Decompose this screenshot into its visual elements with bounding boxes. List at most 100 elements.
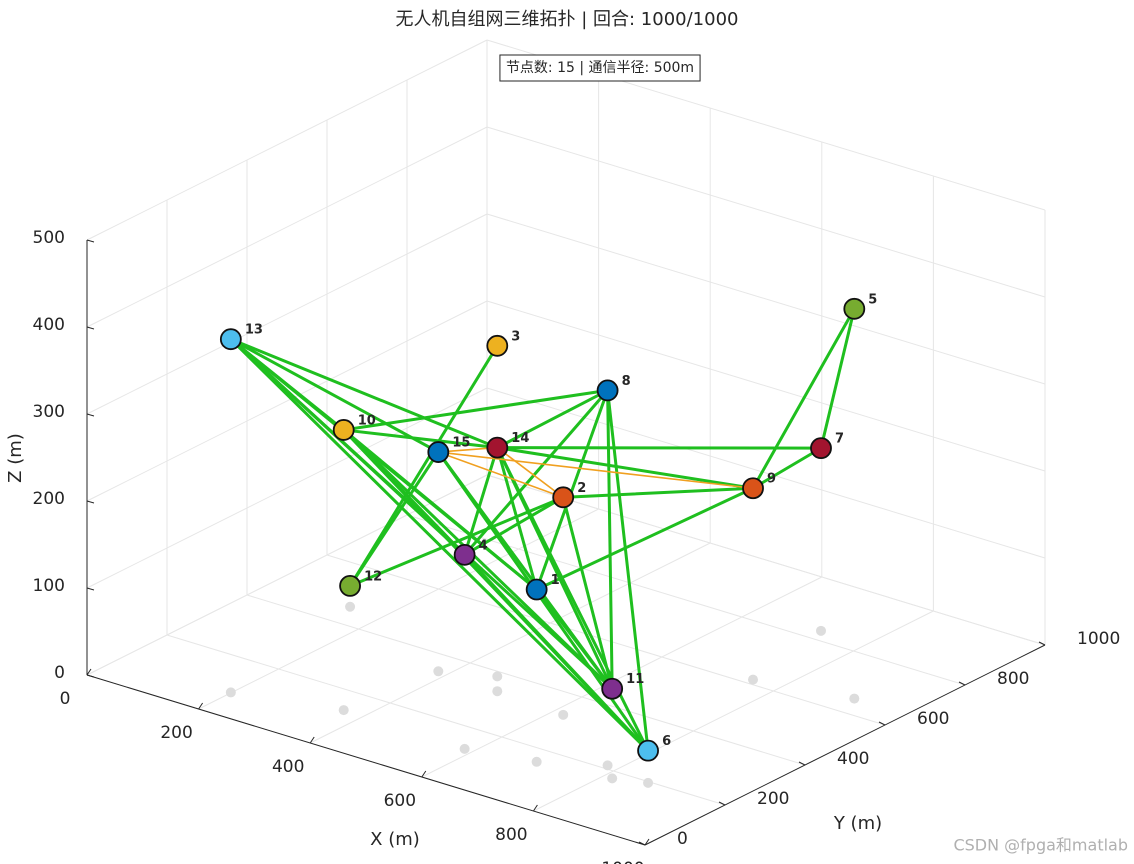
- link: [535, 486, 755, 592]
- node-label: 1: [551, 573, 560, 588]
- node-label: 9: [767, 472, 776, 487]
- grid-line: [86, 387, 488, 589]
- node-label: 12: [364, 569, 382, 584]
- grid-line: [486, 126, 1046, 298]
- node: [525, 578, 548, 601]
- node: [843, 297, 866, 320]
- y-tick: [1038, 641, 1046, 646]
- x-axis-label: X (m): [370, 829, 420, 850]
- link: [819, 307, 856, 450]
- chart-title: 无人机自组网三维拓扑 | 回合: 1000/1000: [396, 9, 739, 30]
- node-shadow: [531, 756, 542, 767]
- link: [342, 428, 539, 592]
- link: [495, 446, 539, 592]
- node: [453, 543, 476, 566]
- node-label: 7: [835, 432, 844, 447]
- link: [495, 446, 823, 450]
- x-tick-label: 400: [272, 757, 304, 777]
- grid-line: [86, 213, 488, 415]
- grid-line: [406, 514, 966, 686]
- node: [332, 419, 355, 441]
- z-tick: [86, 587, 95, 591]
- z-tick: [86, 326, 95, 330]
- node: [486, 334, 509, 357]
- x-tick: [309, 736, 315, 744]
- link: [751, 446, 823, 490]
- link: [229, 337, 440, 454]
- grid-line: [486, 387, 1046, 559]
- node: [219, 328, 242, 351]
- link: [342, 428, 467, 557]
- node: [552, 486, 575, 509]
- node-shadow: [607, 773, 618, 784]
- link: [495, 446, 650, 753]
- x-axis-line: [86, 674, 646, 846]
- node-shadow: [816, 625, 827, 636]
- link: [229, 337, 650, 753]
- link: [342, 388, 610, 432]
- node-label: 5: [868, 292, 877, 307]
- z-tick-label: 400: [33, 315, 65, 335]
- grid-line: [533, 610, 934, 812]
- watermark: CSDN @fpga和matlab: [953, 836, 1128, 855]
- grid-line: [486, 213, 1046, 385]
- node: [339, 574, 361, 597]
- z-tick-label: 100: [33, 576, 65, 596]
- node-shadow: [558, 709, 569, 720]
- link: [342, 428, 499, 450]
- node-shadow: [225, 687, 236, 698]
- annotation: 节点数: 15 | 通信半径: 500m: [506, 60, 694, 76]
- link: [463, 495, 565, 557]
- link: [229, 337, 467, 557]
- node-label: 10: [358, 413, 376, 428]
- grid-line: [486, 474, 1046, 646]
- z-tick: [86, 413, 95, 417]
- node-label: 11: [626, 672, 644, 687]
- y-tick: [798, 761, 806, 766]
- node-label: 6: [662, 734, 671, 749]
- node-shadow: [492, 671, 503, 682]
- link: [463, 553, 650, 753]
- node-label: 3: [511, 329, 520, 344]
- grid-line: [166, 634, 726, 806]
- node-label: 8: [622, 374, 631, 389]
- z-tick: [86, 239, 95, 243]
- node-label: 15: [452, 436, 470, 451]
- y-tick-label: 400: [837, 749, 869, 769]
- y-axis-line: [644, 644, 1046, 846]
- link: [437, 451, 565, 499]
- link: [606, 388, 650, 753]
- link: [348, 495, 565, 588]
- x-tick: [421, 770, 427, 778]
- node-shadow: [338, 705, 349, 716]
- edge-layer: [229, 307, 856, 753]
- link: [535, 388, 610, 592]
- node-label: 2: [577, 481, 586, 496]
- y-tick: [958, 681, 966, 686]
- node-shadow: [345, 601, 356, 612]
- grid-line: [198, 508, 599, 710]
- z-tick-label: 200: [33, 489, 65, 509]
- node-shadow: [643, 777, 654, 788]
- y-axis-label: Y (m): [833, 813, 882, 834]
- annotation-box: [499, 54, 701, 82]
- y-tick: [638, 841, 646, 846]
- x-tick-label: 1000: [601, 859, 644, 864]
- grid-line: [421, 576, 823, 778]
- x-tick: [198, 702, 204, 710]
- link: [751, 307, 856, 490]
- x-tick: [532, 804, 538, 812]
- y-tick: [878, 721, 886, 726]
- grid-line: [86, 300, 488, 502]
- grid-layer: 0 200 400 600 800 1000 0 200 400 600 800 1000 0 100 20…: [33, 39, 1120, 864]
- z-tick-label: 0: [54, 663, 65, 683]
- z-tick-label: 500: [33, 228, 65, 248]
- link: [495, 388, 610, 450]
- link: [348, 344, 499, 588]
- link: [342, 428, 614, 691]
- node: [427, 441, 450, 463]
- node-label: 4: [479, 538, 488, 553]
- node-shadow: [492, 686, 503, 697]
